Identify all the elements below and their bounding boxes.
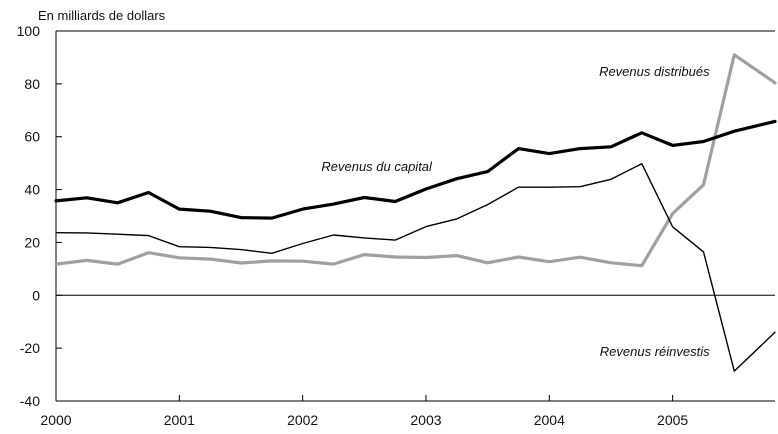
x-tick-label: 2004 [534,412,565,428]
y-tick-label: -20 [20,340,40,356]
x-tick-label: 2000 [40,412,71,428]
x-tick-label: 2003 [410,412,441,428]
series-annotation: Revenus distribués [599,64,710,79]
y-tick-label: 60 [24,129,40,145]
x-tick-label: 2002 [287,412,318,428]
y-axis-unit-label: En milliards de dollars [38,8,166,23]
series-annotation: Revenus réinvestis [600,344,710,359]
y-tick-label: -40 [20,393,40,409]
y-tick-label: 40 [24,182,40,198]
y-tick-label: 0 [32,287,40,303]
x-tick-label: 2001 [164,412,195,428]
series-layer [54,53,777,372]
y-tick-label: 100 [17,23,41,39]
series-line-revenus-reinvestis [55,162,776,372]
y-tick-label: 80 [24,76,40,92]
x-tick-label: 2005 [657,412,688,428]
series-line-revenus-distribues [54,53,777,268]
series-line-revenus-du-capital [54,119,777,220]
series-annotation: Revenus du capital [321,159,433,174]
y-tick-label: 20 [24,234,40,250]
annotation-layer: Revenus du capital Revenus distribués Reve… [321,64,710,359]
